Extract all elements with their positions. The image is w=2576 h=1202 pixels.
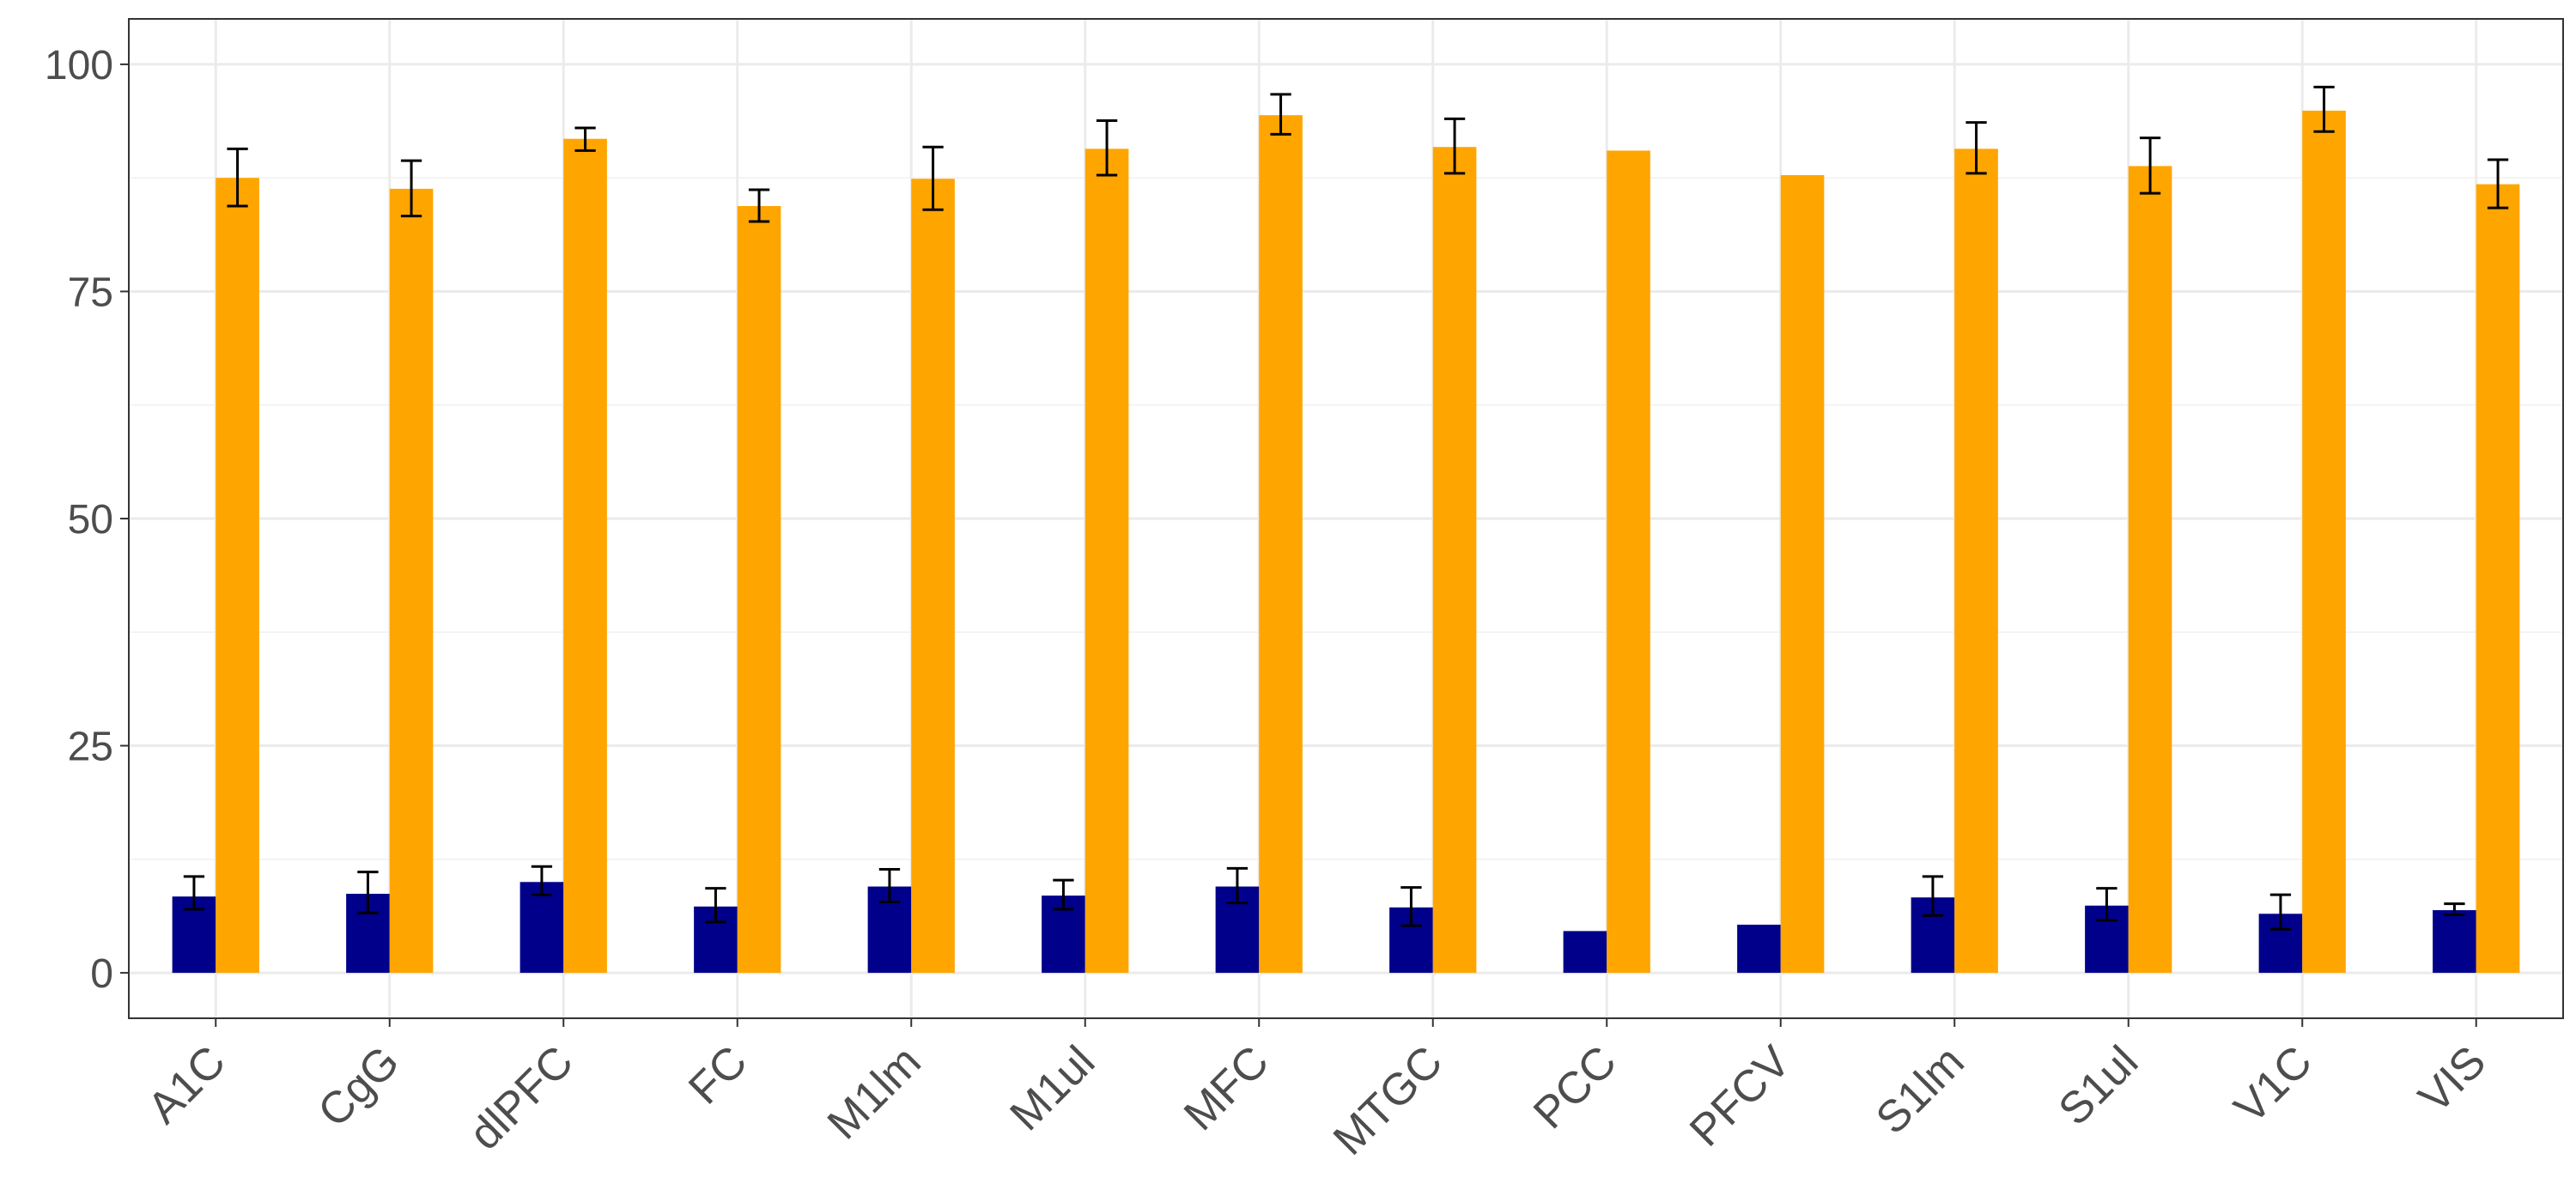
bars (172, 110, 2520, 974)
grid (129, 19, 2563, 1018)
x-tick-label: CgG (309, 1036, 410, 1137)
bar (1737, 925, 1781, 974)
x-tick-label: dlPFC (460, 1036, 583, 1159)
bar (1563, 931, 1607, 974)
y-tick-label: 75 (68, 270, 113, 315)
bar (216, 178, 259, 974)
x-tick-label: A1C (138, 1036, 235, 1133)
x-tick-label: M1lm (818, 1036, 931, 1149)
x-tick-label: PFCV (1680, 1036, 1800, 1156)
bar (563, 138, 607, 974)
y-tick-label: 100 (45, 43, 113, 88)
x-tick-label: M1ul (1001, 1036, 1105, 1140)
x-tick-label: MFC (1175, 1036, 1279, 1140)
y-tick-label: 25 (68, 725, 113, 770)
bar (2476, 184, 2520, 974)
x-tick-label: S1lm (1867, 1036, 1974, 1144)
bar (911, 179, 955, 974)
x-tick-label: PCC (1524, 1036, 1626, 1138)
bar (2302, 110, 2346, 974)
bar (737, 205, 781, 974)
bar (1954, 149, 1998, 974)
bar (1259, 115, 1303, 974)
y-tick-label: 0 (90, 951, 113, 997)
x-tick-label: V1C (2225, 1036, 2322, 1133)
bar (389, 188, 434, 974)
bar (2433, 910, 2476, 974)
bar (1780, 175, 1825, 974)
x-tick-label: VIS (2409, 1036, 2495, 1122)
bar (1607, 150, 1650, 974)
x-tick-label: FC (679, 1036, 756, 1114)
x-tick-label: MTGC (1324, 1036, 1452, 1164)
bar (2128, 166, 2172, 974)
y-tick-label: 50 (68, 497, 113, 543)
error-bars (183, 85, 2509, 931)
bar (519, 882, 564, 974)
bar (1432, 147, 1477, 974)
bar (1084, 149, 1129, 974)
x-tick-label: S1ul (2050, 1036, 2148, 1135)
